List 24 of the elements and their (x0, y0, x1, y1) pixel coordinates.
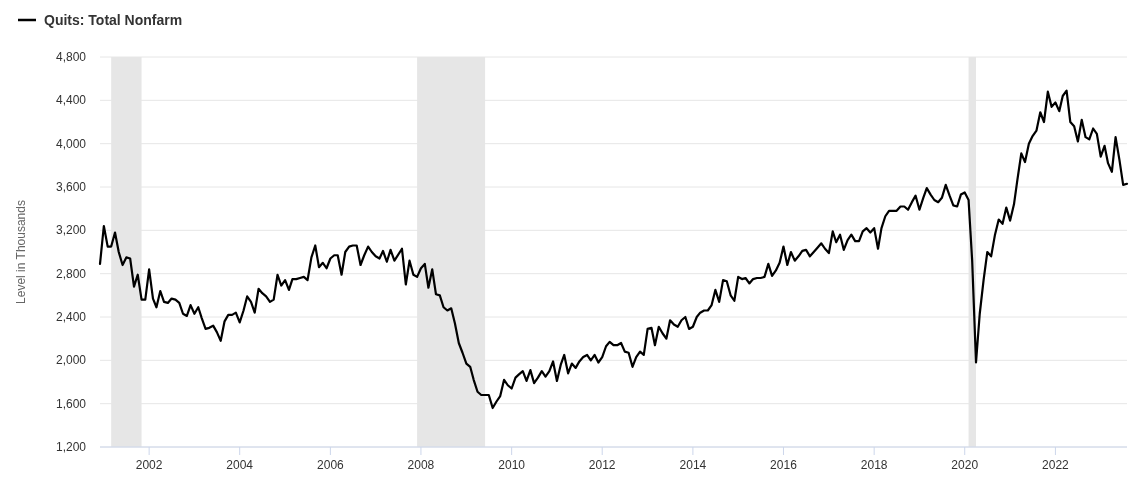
x-tick-label: 2022 (1042, 458, 1070, 472)
x-tick-label: 2016 (770, 458, 798, 472)
y-tick-label: 4,400 (55, 93, 87, 108)
x-tick-label: 2008 (407, 458, 435, 472)
y-tick-label: 4,000 (55, 136, 87, 151)
x-tick-label: 2004 (226, 458, 254, 472)
x-tick-label: 2002 (135, 458, 163, 472)
y-axis-title: Level in Thousands (14, 200, 28, 304)
x-tick-label: 2006 (317, 458, 345, 472)
y-tick-label: 2,000 (55, 353, 87, 368)
x-tick-label: 2012 (588, 458, 616, 472)
x-tick-label: 2018 (860, 458, 888, 472)
y-tick-label: 3,600 (55, 180, 87, 194)
x-tick-label: 2020 (951, 458, 979, 472)
y-tick-label: 2,400 (55, 310, 87, 324)
y-tick-label: 1,200 (55, 440, 87, 454)
y-tick-label: 4,800 (55, 50, 87, 64)
y-tick-label: 3,200 (55, 223, 87, 238)
line-series (98, 89, 1129, 410)
y-tick-label: 2,800 (55, 266, 87, 281)
x-tick-label: 2014 (679, 458, 707, 472)
x-tick-label: 2010 (498, 458, 526, 472)
y-tick-label: 1,600 (55, 396, 87, 411)
legend-label: Quits: Total Nonfarm (44, 12, 183, 28)
